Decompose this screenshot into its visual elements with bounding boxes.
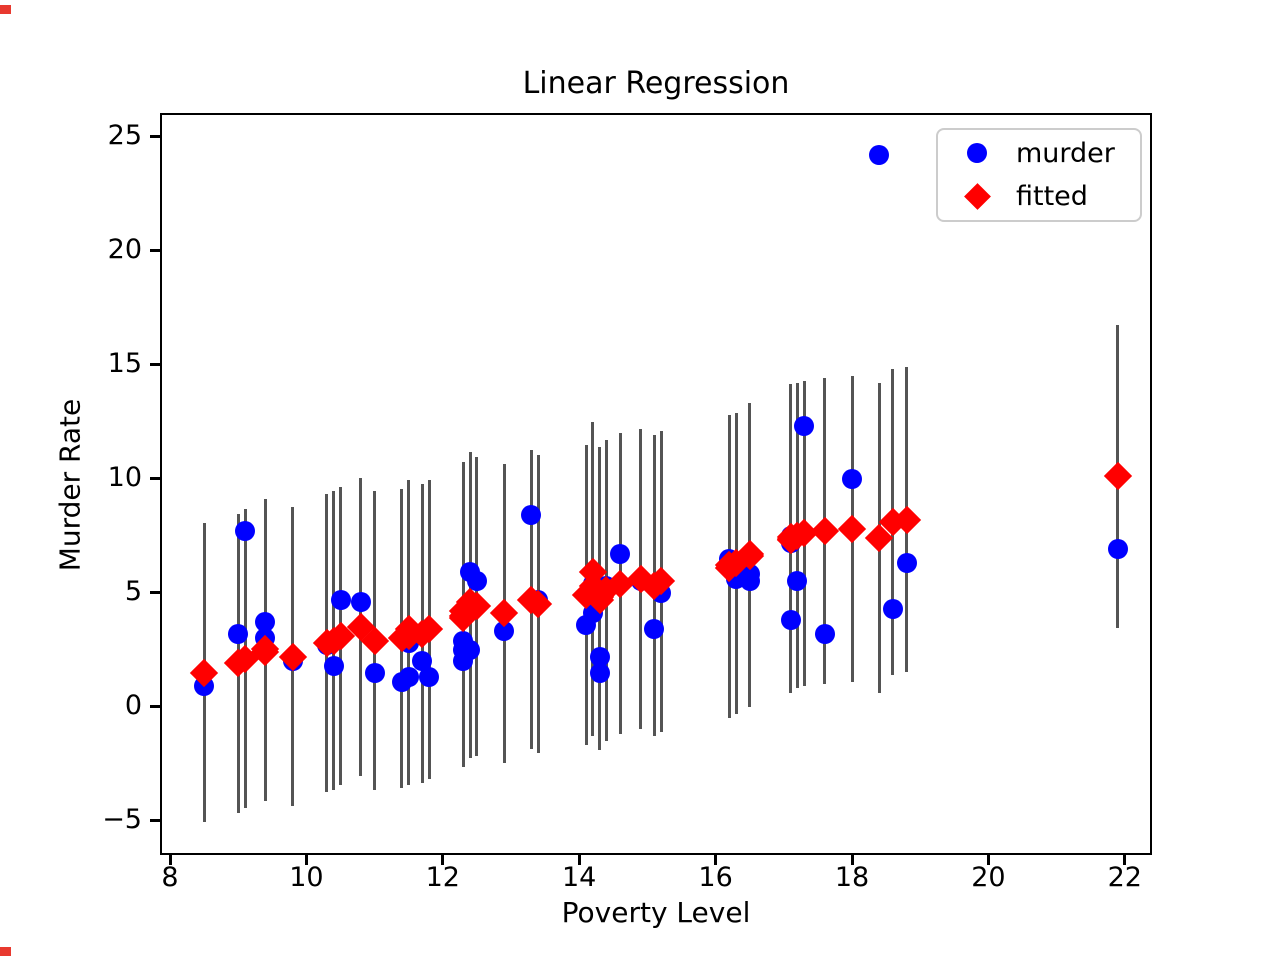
data-point-murder — [330, 589, 351, 610]
circle-icon — [967, 143, 987, 164]
y-tick-label: 15 — [107, 347, 142, 379]
data-point-murder — [228, 623, 249, 644]
y-tick-label: 10 — [107, 461, 142, 493]
y-tick — [150, 363, 160, 367]
x-tick — [850, 855, 854, 865]
x-tick-label: 16 — [698, 862, 733, 893]
data-point-murder — [235, 521, 256, 542]
data-point-murder — [787, 571, 808, 592]
legend-label-murder: murder — [1016, 137, 1115, 169]
y-tick — [150, 705, 160, 709]
x-tick-label: 14 — [562, 862, 597, 893]
x-tick-label: 10 — [289, 862, 324, 893]
y-tick — [150, 819, 160, 823]
x-tick — [714, 855, 718, 865]
data-point-murder — [412, 651, 433, 672]
x-tick — [1123, 855, 1127, 865]
data-point-murder — [419, 667, 440, 688]
data-point-murder — [466, 571, 487, 592]
legend: murder fitted — [936, 128, 1142, 222]
data-point-murder — [780, 610, 801, 631]
data-point-murder — [610, 543, 631, 564]
legend-item-murder: murder — [938, 133, 1140, 173]
y-axis-label-wrap: Murder Rate — [52, 330, 88, 640]
data-point-murder — [350, 591, 371, 612]
diamond-icon — [963, 183, 991, 211]
x-tick — [168, 855, 172, 865]
y-tick-label: 5 — [124, 575, 142, 607]
x-tick — [304, 855, 308, 865]
x-tick-label: 20 — [971, 862, 1006, 893]
y-tick-label: 0 — [124, 689, 142, 721]
data-point-murder — [896, 553, 917, 574]
data-point-murder — [364, 662, 385, 683]
data-point-murder — [739, 564, 760, 585]
y-tick-label: 25 — [107, 119, 142, 151]
legend-label-fitted: fitted — [1016, 181, 1088, 213]
x-tick-label: 22 — [1107, 862, 1142, 893]
y-tick — [150, 591, 160, 595]
data-point-murder — [323, 655, 344, 676]
x-tick — [441, 855, 445, 865]
chart-title: Linear Regression — [522, 66, 790, 101]
data-point-murder — [794, 416, 815, 437]
data-point-murder — [494, 621, 515, 642]
data-point-murder — [869, 144, 890, 165]
y-tick-label: −5 — [102, 803, 142, 835]
y-tick — [150, 477, 160, 481]
x-tick — [577, 855, 581, 865]
data-point-murder — [521, 505, 542, 526]
x-axis-label: Poverty Level — [561, 896, 751, 929]
legend-item-fitted: fitted — [938, 177, 1140, 217]
screen-edge-artifact-top — [0, 5, 11, 14]
x-tick-label: 8 — [161, 862, 179, 893]
data-point-murder — [644, 619, 665, 640]
plot-area — [160, 113, 1152, 855]
y-tick-label: 20 — [107, 233, 142, 265]
data-point-murder — [882, 598, 903, 619]
data-point-murder — [1107, 539, 1128, 560]
data-point-murder — [842, 468, 862, 489]
x-tick-label: 18 — [834, 862, 870, 893]
x-tick-label: 12 — [425, 862, 460, 893]
y-axis-label: Murder Rate — [53, 398, 87, 572]
screen-edge-artifact-bottom — [0, 947, 11, 956]
y-tick — [150, 249, 160, 253]
x-tick — [986, 855, 990, 865]
data-point-murder — [255, 612, 276, 633]
data-point-murder — [814, 623, 835, 644]
data-point-murder — [589, 646, 610, 667]
data-point-murder — [589, 662, 610, 683]
data-point-murder — [398, 667, 419, 688]
y-tick — [150, 135, 160, 139]
data-point-murder — [460, 639, 481, 660]
